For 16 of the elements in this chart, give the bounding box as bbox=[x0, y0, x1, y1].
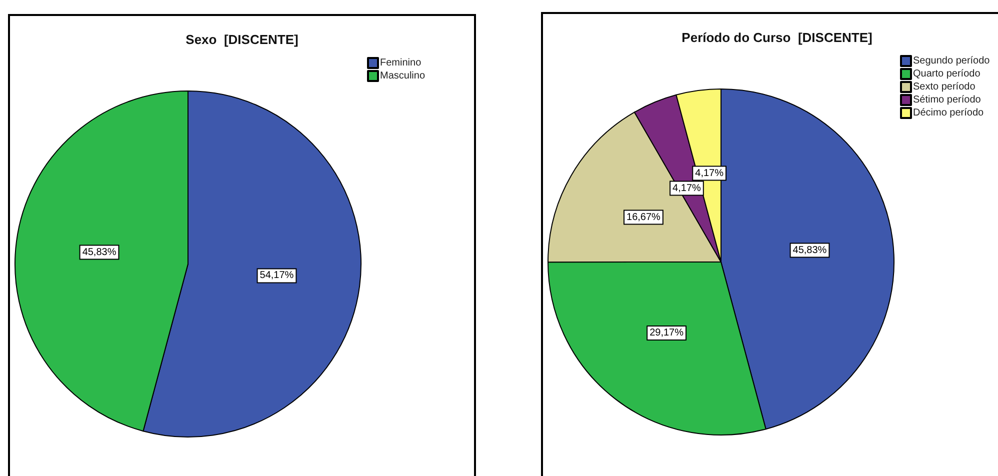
data-label: 4,17% bbox=[672, 182, 702, 194]
data-label: 16,67% bbox=[626, 212, 661, 223]
legend-label: Décimo período bbox=[913, 108, 984, 118]
legend-label: Masculino bbox=[380, 70, 426, 82]
data-label: 54,17% bbox=[260, 270, 294, 282]
data-label: 45,83% bbox=[792, 244, 827, 256]
data-label: 29,17% bbox=[650, 328, 684, 339]
legend-label: Feminino bbox=[380, 58, 422, 68]
chart-title: Período do Curso [DISCENTE] bbox=[682, 30, 872, 45]
legend-label: Segundo período bbox=[913, 56, 990, 66]
legend-label: Sexto período bbox=[913, 82, 976, 92]
chart-title: Sexo [DISCENTE] bbox=[186, 32, 298, 47]
legend-label: Quarto período bbox=[913, 68, 981, 80]
legend-label: Sétimo período bbox=[913, 94, 982, 106]
data-label: 45,83% bbox=[82, 246, 116, 258]
data-label: 4,17% bbox=[695, 168, 724, 179]
